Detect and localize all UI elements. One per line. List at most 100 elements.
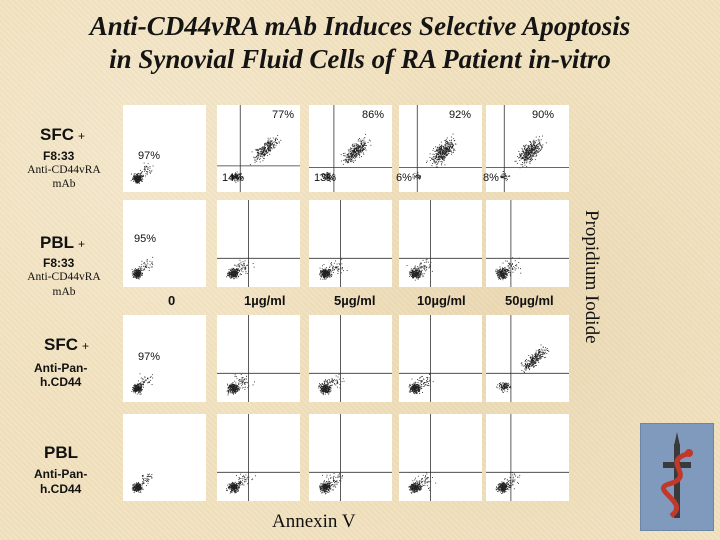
scatter-point <box>439 150 441 152</box>
scatter-point <box>332 272 334 273</box>
scatter-point <box>422 259 424 261</box>
scatter-point <box>429 153 431 155</box>
scatter-point <box>501 390 503 391</box>
scatter-point <box>335 375 337 377</box>
scatter-point <box>136 181 138 183</box>
scatter-point <box>499 383 500 384</box>
scatter-point <box>228 273 230 275</box>
scatter-point <box>530 360 532 362</box>
scatter-point <box>231 391 233 393</box>
scatter-point <box>232 272 234 273</box>
scatter-point <box>246 378 247 380</box>
scatter-point <box>355 157 357 158</box>
scatter-point <box>324 277 326 279</box>
scatter-point <box>233 276 235 277</box>
scatter-point <box>337 273 339 274</box>
scatter-point <box>528 158 530 160</box>
scatter-point <box>417 174 419 176</box>
scatter-point <box>347 162 348 164</box>
scatter-point <box>413 277 414 279</box>
scatter-point <box>347 161 349 163</box>
scatter-point <box>354 156 356 157</box>
scatter-point <box>352 156 354 157</box>
scatter-point <box>267 147 268 149</box>
scatter-point <box>542 135 543 137</box>
scatter-point <box>452 144 454 145</box>
scatter-point <box>148 381 149 383</box>
scatter-point <box>416 387 418 389</box>
scatter-point <box>257 150 259 152</box>
scatter-point <box>323 271 325 273</box>
scatter-point <box>443 153 445 155</box>
scatter-point <box>446 147 448 149</box>
scatter-point <box>422 380 424 382</box>
scatter-point <box>536 359 537 360</box>
scatter-point <box>538 354 540 356</box>
scatter-point <box>419 393 421 394</box>
scatter-point <box>437 162 439 164</box>
scatter-point <box>505 180 507 182</box>
scatter-point <box>533 141 535 143</box>
scatter-point <box>527 150 529 152</box>
scatter-point <box>323 385 325 387</box>
scatter-point <box>135 177 137 178</box>
scatter-point <box>134 270 135 272</box>
scatter-point <box>352 150 354 152</box>
scatter-point <box>417 389 419 390</box>
scatter-point <box>135 269 137 271</box>
scatter-point <box>243 383 245 385</box>
scatter-point <box>437 157 439 158</box>
scatter-point <box>526 159 528 161</box>
scatter-point <box>330 385 331 387</box>
scatter-point <box>326 271 328 273</box>
scatter-point <box>429 380 431 382</box>
scatter-point <box>138 271 140 273</box>
scatter-point <box>140 175 142 177</box>
scatter-point <box>531 360 533 362</box>
scatter-point <box>536 354 538 356</box>
scatter-point <box>438 154 439 155</box>
scatter-point <box>356 152 357 154</box>
scatter-point <box>426 162 427 163</box>
scatter-point <box>414 269 416 271</box>
scatter-point <box>331 384 333 386</box>
scatter-point <box>133 388 135 390</box>
scatter-point <box>411 386 412 388</box>
scatter-point <box>497 271 499 273</box>
scatter-point <box>446 146 447 148</box>
scatter-point <box>227 384 229 386</box>
scatter-point <box>339 264 341 266</box>
scatter-point <box>328 273 330 274</box>
scatter-point <box>324 383 325 384</box>
scatter-point <box>235 172 236 174</box>
scatter-point <box>254 159 256 161</box>
scatter-point <box>134 388 136 390</box>
scatter-point <box>357 151 359 153</box>
scatter-point <box>442 150 444 151</box>
scatter-point <box>253 266 255 268</box>
scatter-point <box>500 269 501 271</box>
scatter-point <box>499 275 501 277</box>
scatter-point <box>538 356 540 357</box>
scatter-point <box>238 178 240 180</box>
scatter-point <box>435 161 436 163</box>
scatter-point <box>353 150 355 152</box>
scatter-point <box>135 386 136 388</box>
scatter-point <box>434 150 436 152</box>
scatter-point <box>502 272 504 274</box>
scatter-point <box>141 180 142 181</box>
scatter-point <box>412 386 414 388</box>
scatter-point <box>408 391 410 393</box>
scatter-point <box>452 147 454 149</box>
scatter-point <box>138 268 140 270</box>
scatter-point <box>324 273 325 275</box>
scatter-point <box>327 175 329 176</box>
scatter-point <box>138 273 140 274</box>
scatter-point <box>355 143 357 144</box>
plot-r1c5 <box>486 105 569 192</box>
scatter-point <box>419 382 421 384</box>
scatter-point <box>331 381 332 382</box>
scatter-point <box>231 175 233 177</box>
scatter-point <box>234 176 235 178</box>
scatter-point <box>141 176 142 178</box>
